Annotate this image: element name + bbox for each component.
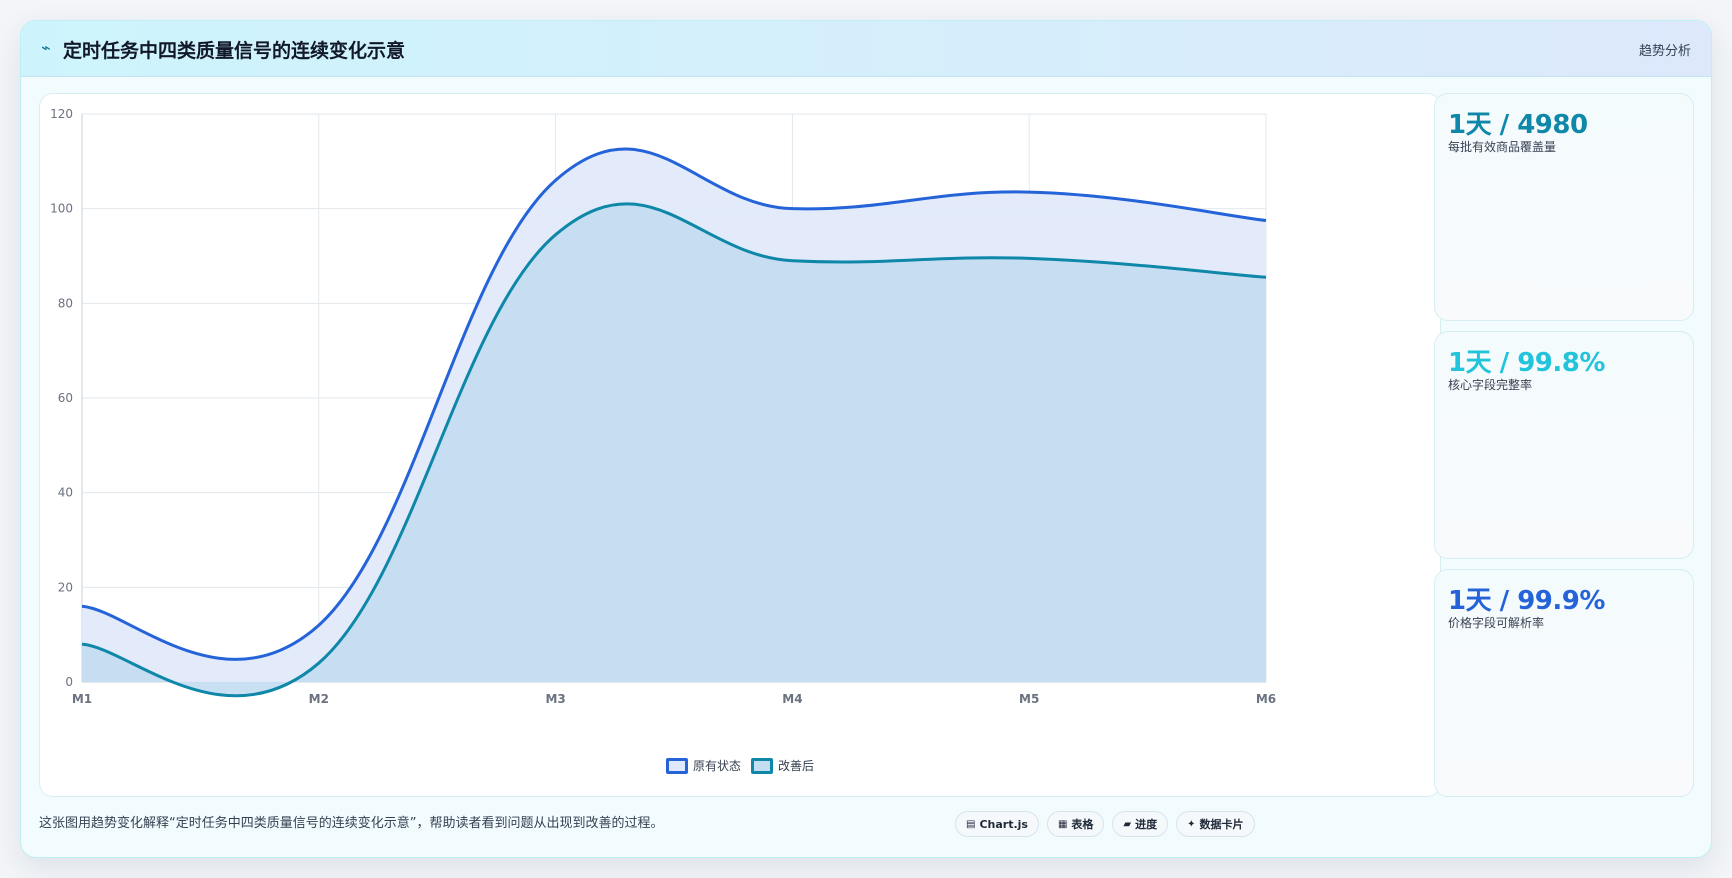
stat-value: 1天 / 99.9%	[1448, 586, 1605, 616]
x-tick-label: M5	[1019, 692, 1039, 706]
legend-swatch	[751, 757, 773, 774]
x-tick-label: M2	[309, 692, 329, 706]
series-line-1	[81, 147, 1267, 661]
x-tick-label: M1	[72, 692, 92, 706]
chip-label: Chart.js	[979, 817, 1028, 831]
y-tick-label: 60	[58, 391, 73, 405]
area-chart: 0 20 40 60 80 100 120 M1 M2 M3 M4 M5 M6	[50, 107, 1276, 706]
x-tick-label: M4	[782, 692, 802, 706]
chart-icon: ▤	[966, 818, 976, 830]
series-area-2	[82, 203, 1266, 696]
legend-item[interactable]: 原有状态	[665, 757, 741, 774]
y-tick-label: 100	[50, 202, 73, 216]
chart-footnote: 这张图用趋势变化解释“定时任务中四类质量信号的连续变化示意”，帮助读者看到问题从…	[39, 816, 664, 831]
series-line-2	[81, 202, 1267, 698]
stat-card-completeness: 1天 / 99.8% 核心字段完整率	[1434, 331, 1694, 559]
chart-legend: 原有状态 改善后	[40, 757, 1440, 774]
trend-line-icon: ⌁	[41, 38, 51, 57]
table-icon: ▦	[1057, 818, 1068, 830]
y-tick-label: 0	[65, 675, 73, 689]
stat-label: 价格字段可解析率	[1448, 616, 1545, 630]
trend-analysis-tag: 趋势分析	[1638, 44, 1691, 59]
x-tick-label: M3	[545, 692, 565, 706]
y-tick-label: 120	[50, 107, 73, 121]
chart-card: 0 20 40 60 80 100 120 M1 M2 M3 M4 M5 M6 原有状态 改善后	[39, 93, 1441, 797]
page-title: 定时任务中四类质量信号的连续变化示意	[63, 40, 406, 62]
legend-swatch	[665, 757, 688, 774]
chip-data-card[interactable]: ✦ 数据卡片	[1176, 811, 1255, 837]
stat-value: 1天 / 99.8%	[1448, 348, 1605, 378]
panel-header: ⌁ 定时任务中四类质量信号的连续变化示意 趋势分析	[21, 21, 1711, 77]
data-card-icon: ✦	[1187, 818, 1196, 830]
stat-label: 每批有效商品覆盖量	[1448, 140, 1557, 154]
y-tick-label: 80	[58, 296, 73, 310]
chip-table[interactable]: ▦ 表格	[1046, 811, 1105, 837]
dashboard-panel: ⌁ 定时任务中四类质量信号的连续变化示意 趋势分析 0 20 40 60 80 100 12…	[20, 20, 1712, 858]
x-tick-label: M6	[1256, 692, 1276, 706]
stat-card-price-parse: 1天 / 99.9% 价格字段可解析率	[1434, 569, 1694, 797]
stat-card-coverage: 1天 / 4980 每批有效商品覆盖量	[1434, 93, 1694, 321]
progress-icon: ▰	[1123, 818, 1132, 830]
chip-label: 进度	[1135, 818, 1158, 831]
legend-label: 改善后	[778, 759, 815, 773]
stat-value: 1天 / 4980	[1448, 110, 1588, 140]
chip-chartjs[interactable]: ▤ Chart.js	[955, 811, 1039, 837]
feature-chips: ▤ Chart.js ▦ 表格 ▰ 进度 ✦ 数据卡片	[955, 811, 1255, 837]
y-tick-label: 20	[58, 580, 73, 594]
legend-label: 原有状态	[692, 759, 741, 773]
chip-label: 数据卡片	[1199, 818, 1244, 831]
legend-item[interactable]: 改善后	[751, 757, 814, 774]
y-tick-label: 40	[58, 486, 73, 500]
chip-label: 表格	[1071, 818, 1094, 831]
stat-label: 核心字段完整率	[1448, 378, 1533, 392]
chip-progress[interactable]: ▰ 进度	[1112, 811, 1169, 837]
